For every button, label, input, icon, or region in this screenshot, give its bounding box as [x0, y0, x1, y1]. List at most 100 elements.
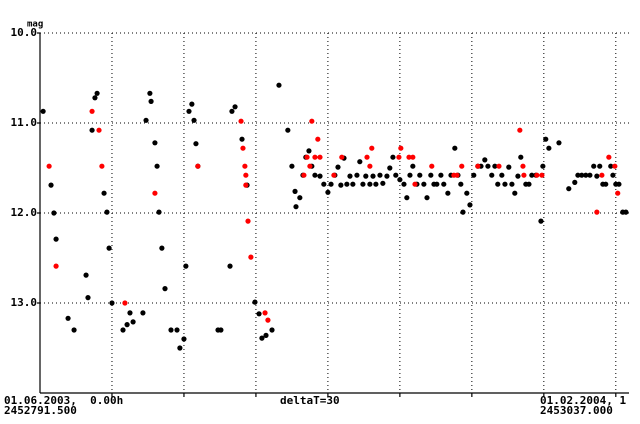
data-point: [156, 209, 162, 215]
data-point: [397, 177, 403, 183]
data-point: [181, 336, 187, 342]
data-point: [232, 104, 238, 110]
data-point: [594, 173, 600, 179]
data-point: [101, 190, 107, 196]
data-point: [459, 163, 465, 169]
x-end-jd: 2453037.000: [540, 404, 613, 417]
data-point: [51, 210, 57, 216]
data-point: [518, 154, 524, 160]
data-point: [122, 300, 128, 306]
data-point: [46, 163, 52, 169]
data-point: [458, 181, 464, 187]
data-point: [412, 181, 418, 187]
y-axis-label: mag: [27, 20, 43, 30]
data-point: [83, 272, 89, 278]
data-point: [467, 202, 473, 208]
x-step-label: deltaT=30: [280, 394, 340, 407]
y-tick-label: 10.0: [11, 26, 38, 39]
data-point: [154, 163, 160, 169]
x-end-date: 01.02.2004, 1: [540, 394, 626, 407]
data-point: [367, 163, 373, 169]
data-point: [615, 190, 621, 196]
data-point: [471, 172, 477, 178]
data-point: [130, 319, 136, 325]
data-point: [512, 190, 518, 196]
data-point: [496, 163, 502, 169]
data-point: [441, 181, 447, 187]
data-point: [127, 310, 133, 316]
data-point: [538, 218, 544, 224]
data-point: [89, 127, 95, 133]
data-point: [48, 182, 54, 188]
data-point: [218, 327, 224, 333]
data-point: [583, 172, 589, 178]
data-point: [406, 154, 412, 160]
data-point: [610, 172, 616, 178]
data-point: [259, 335, 265, 341]
data-point: [492, 163, 498, 169]
data-point: [71, 327, 77, 333]
data-point: [338, 182, 344, 188]
data-point: [325, 189, 331, 195]
data-point: [124, 322, 130, 328]
data-point: [373, 181, 379, 187]
data-point: [306, 148, 312, 154]
data-point: [509, 181, 515, 187]
data-point: [434, 181, 440, 187]
data-point: [168, 327, 174, 333]
data-point: [616, 181, 622, 187]
data-point: [393, 172, 399, 178]
data-point: [238, 118, 244, 124]
data-point: [390, 154, 396, 160]
data-point: [460, 209, 466, 215]
data-point: [104, 209, 110, 215]
data-point: [608, 163, 614, 169]
data-point: [152, 190, 158, 196]
data-point: [140, 310, 146, 316]
x-start-jd: 2452791.500: [4, 404, 77, 417]
data-point: [410, 154, 416, 160]
data-point: [421, 181, 427, 187]
data-point: [99, 163, 105, 169]
data-point: [243, 172, 249, 178]
data-point: [623, 209, 629, 215]
data-point: [152, 140, 158, 146]
data-point: [587, 172, 593, 178]
data-point: [89, 108, 95, 114]
data-point: [65, 315, 71, 321]
data-point: [276, 82, 282, 88]
data-point: [407, 172, 413, 178]
data-point: [245, 218, 251, 224]
data-point: [485, 163, 491, 169]
data-point: [193, 141, 199, 147]
data-point: [191, 117, 197, 123]
data-point: [186, 108, 192, 114]
data-point: [183, 263, 189, 269]
data-point: [269, 327, 275, 333]
data-point: [526, 181, 532, 187]
data-point: [417, 172, 423, 178]
data-point: [297, 195, 303, 201]
data-point: [292, 188, 298, 194]
data-point: [339, 154, 345, 160]
data-point: [534, 172, 540, 178]
data-point: [429, 163, 435, 169]
data-point: [307, 163, 313, 169]
data-point: [591, 163, 597, 169]
data-point: [377, 172, 383, 178]
data-point: [489, 172, 495, 178]
data-point: [572, 179, 578, 185]
data-point: [520, 163, 526, 169]
data-point: [364, 154, 370, 160]
data-point: [357, 159, 363, 165]
data-point: [256, 311, 262, 317]
data-point: [575, 172, 581, 178]
data-point: [335, 164, 341, 170]
x-start-date: 01.06.2003, 0.00h: [4, 394, 123, 407]
data-point: [579, 172, 585, 178]
data-point: [321, 181, 327, 187]
data-point: [612, 163, 618, 169]
data-point: [92, 95, 98, 101]
y-tick-label: 11.0: [11, 116, 38, 129]
